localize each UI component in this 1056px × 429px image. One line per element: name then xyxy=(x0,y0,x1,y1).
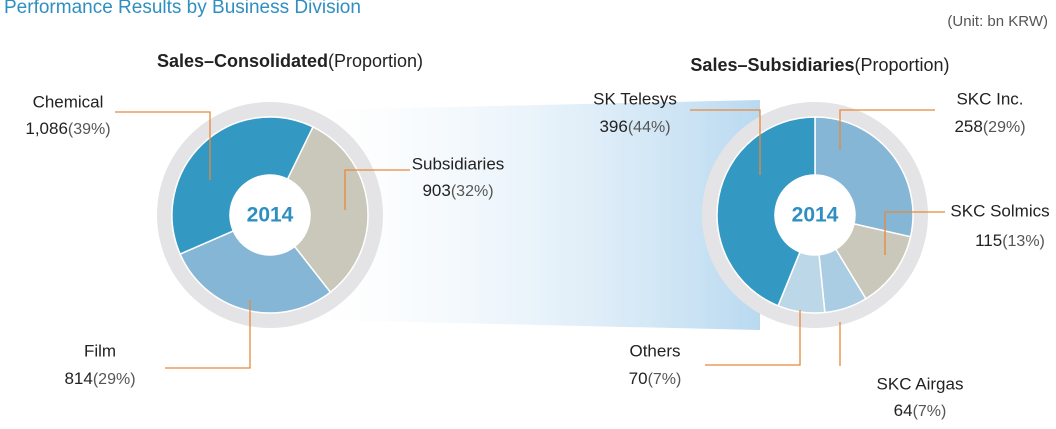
slice-value: 64(7%) xyxy=(894,401,947,420)
leader-line xyxy=(884,211,945,255)
unit-note: (Unit: bn KRW) xyxy=(947,13,1048,30)
chart-subtitle: (Proportion) xyxy=(855,55,950,75)
value-label: 396 xyxy=(599,117,627,136)
leader-line xyxy=(165,300,251,369)
connector-wedge xyxy=(318,100,760,330)
value-label: 1,086 xyxy=(25,119,68,138)
center-hole xyxy=(775,175,855,255)
slice-name: Film xyxy=(84,341,116,360)
leader-line xyxy=(115,111,211,180)
leader-line xyxy=(705,310,801,366)
chart-title: Sales–Consolidated(Proportion) xyxy=(157,51,423,71)
slice-name: SKC Inc. xyxy=(956,89,1023,108)
slice-value: 115(13%) xyxy=(975,231,1045,250)
percent-label: (7%) xyxy=(913,403,947,420)
leader-line xyxy=(690,109,761,175)
slice-value: 258(29%) xyxy=(954,117,1025,136)
slice-value: 903(32%) xyxy=(422,181,493,200)
slice-value: 70(7%) xyxy=(629,369,682,388)
slice-name: Chemical xyxy=(33,92,104,111)
slice xyxy=(171,116,314,256)
leader-line xyxy=(344,169,410,210)
percent-label: (32%) xyxy=(451,183,494,200)
chart-title-main: Sales–Subsidiaries xyxy=(690,55,854,75)
leader-line xyxy=(839,109,935,150)
percent-label: (13%) xyxy=(1002,233,1045,250)
slice xyxy=(179,229,332,314)
value-label: 115 xyxy=(975,231,1002,250)
center-label: 2014 xyxy=(247,204,294,227)
center-label: 2014 xyxy=(792,204,839,227)
chart-title-main: Sales–Consolidated xyxy=(157,51,328,71)
value-label: 258 xyxy=(954,117,982,136)
value-label: 64 xyxy=(894,401,913,420)
percent-label: (29%) xyxy=(983,119,1026,136)
slice-name: SK Telesys xyxy=(593,89,677,108)
center-hole xyxy=(230,175,310,255)
chart-title: Sales–Subsidiaries(Proportion) xyxy=(690,55,949,75)
percent-label: (29%) xyxy=(93,371,136,388)
slice-value: 814(29%) xyxy=(64,369,135,388)
value-label: 70 xyxy=(629,369,648,388)
chart-subtitle: (Proportion) xyxy=(328,51,423,71)
slice-name: Subsidiaries xyxy=(412,154,505,173)
charts: Sales–Consolidated(Proportion)2014Subsid… xyxy=(25,51,1049,421)
slice-value: 1,086(39%) xyxy=(25,119,110,138)
value-label: 903 xyxy=(422,181,450,200)
percent-label: (39%) xyxy=(68,121,111,138)
slice-name: SKC Airgas xyxy=(877,374,964,393)
page-title: Performance Results by Business Division xyxy=(4,0,361,18)
percent-label: (7%) xyxy=(648,371,682,388)
slice-value: 396(44%) xyxy=(599,117,670,136)
slice-name: Others xyxy=(629,341,680,360)
value-label: 814 xyxy=(64,369,92,388)
percent-label: (44%) xyxy=(628,119,671,136)
slice-name: SKC Solmics xyxy=(950,201,1049,220)
